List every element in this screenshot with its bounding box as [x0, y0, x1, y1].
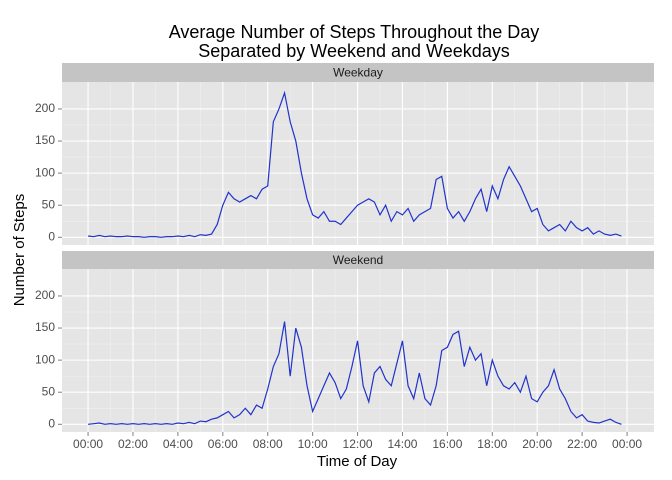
y-tick-label: 150 [35, 320, 55, 334]
strip-background [62, 251, 654, 269]
y-tick-label: 0 [48, 229, 55, 243]
x-tick-label: 02:00 [118, 437, 148, 451]
x-tick-label: 00:00 [612, 437, 642, 451]
y-axis-title: Number of Steps [11, 194, 28, 307]
strip-label: Weekday [333, 66, 383, 80]
y-tick-label: 50 [42, 197, 56, 211]
x-tick-label: 00:00 [73, 437, 103, 451]
y-tick-label: 200 [35, 101, 55, 115]
x-tick-label: 16:00 [432, 437, 462, 451]
strip-label: Weekend [333, 253, 383, 267]
x-tick-label: 04:00 [163, 437, 193, 451]
y-tick-label: 150 [35, 133, 55, 147]
data-line [87, 321, 622, 425]
x-axis-title: Time of Day [317, 453, 398, 470]
x-tick-label: 06:00 [208, 437, 238, 451]
chart-subtitle: Separated by Weekend and Weekdays [198, 41, 510, 61]
strip-background [62, 63, 654, 82]
x-tick-label: 14:00 [387, 437, 417, 451]
data-line [87, 90, 622, 238]
x-tick-label: 10:00 [298, 437, 328, 451]
chart-title: Average Number of Steps Throughout the D… [169, 22, 540, 42]
x-tick-label: 12:00 [343, 437, 373, 451]
y-tick-label: 200 [35, 288, 55, 302]
x-tick-label: 18:00 [477, 437, 507, 451]
x-tick-label: 20:00 [522, 437, 552, 451]
y-tick-label: 100 [35, 352, 55, 366]
x-tick-label: 08:00 [253, 437, 283, 451]
y-tick-label: 50 [42, 384, 56, 398]
x-tick-label: 22:00 [567, 437, 597, 451]
y-tick-label: 100 [35, 165, 55, 179]
y-tick-label: 0 [48, 416, 55, 430]
